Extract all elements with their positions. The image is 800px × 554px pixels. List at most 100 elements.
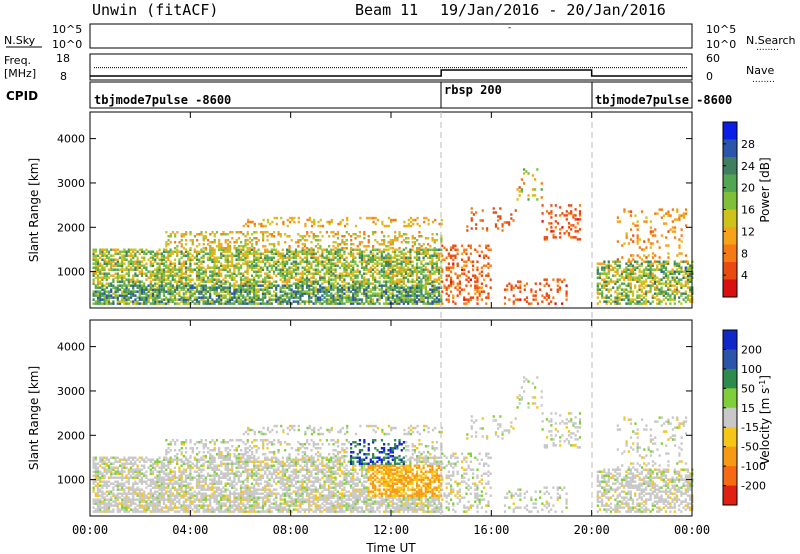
echo-cell — [294, 278, 298, 281]
echo-cell — [132, 494, 135, 497]
echo-cell — [400, 280, 403, 283]
echo-cell — [545, 228, 549, 231]
echo-cell — [352, 296, 355, 299]
echo-cell — [492, 211, 495, 214]
echo-cell — [101, 302, 104, 305]
echo-cell — [345, 266, 348, 269]
echo-cell — [275, 260, 278, 263]
echo-cell — [640, 302, 643, 305]
echo-cell — [299, 260, 302, 263]
echo-cell — [369, 294, 372, 297]
echo-cell — [286, 286, 289, 289]
echo-cell — [371, 286, 375, 289]
echo-cell — [313, 222, 316, 226]
echo-cell — [143, 284, 146, 287]
echo-cell — [138, 264, 141, 267]
freq-point — [214, 67, 215, 69]
echo-cell — [209, 288, 212, 291]
echo-cell — [147, 504, 150, 507]
echo-cell — [642, 270, 646, 273]
echo-cell — [603, 270, 606, 273]
echo-cell — [409, 288, 412, 291]
echo-cell — [376, 268, 379, 271]
echo-cell — [476, 296, 479, 299]
echo-cell — [625, 270, 628, 273]
echo-cell — [420, 282, 423, 285]
echo-cell — [145, 274, 148, 277]
freq-point — [218, 67, 219, 69]
echo-cell — [235, 258, 238, 261]
echo-cell — [330, 292, 333, 295]
echo-cell — [105, 296, 108, 299]
echo-cell — [352, 292, 355, 295]
echo-cell — [632, 222, 635, 225]
echo-cell — [312, 268, 315, 271]
echo-cell — [293, 220, 296, 224]
freq-point — [582, 67, 583, 69]
echo-cell — [418, 252, 421, 256]
echo-cell — [645, 284, 648, 287]
echo-cell — [118, 256, 122, 259]
echo-cell — [426, 280, 430, 283]
echo-cell — [431, 254, 434, 258]
echo-cell — [253, 252, 256, 256]
echo-cell — [407, 272, 410, 275]
echo-cell — [354, 224, 358, 228]
echo-cell — [653, 278, 657, 281]
echo-cell — [132, 278, 135, 281]
echo-cell — [94, 302, 97, 305]
echo-cell — [246, 231, 249, 234]
echo-cell — [162, 248, 166, 252]
echo-cell — [478, 294, 481, 297]
freq-point — [326, 67, 327, 69]
echo-cell — [396, 238, 399, 242]
echo-cell — [281, 280, 284, 283]
freq-point — [104, 67, 105, 69]
echo-cell — [689, 294, 692, 297]
echo-cell — [195, 278, 199, 281]
echo-cell — [494, 223, 498, 226]
echo-cell — [609, 302, 613, 305]
echo-cell — [281, 302, 284, 305]
echo-cell — [239, 266, 243, 269]
echo-cell — [426, 270, 430, 273]
echo-cell — [220, 254, 223, 258]
echo-cell — [325, 258, 328, 261]
echo-cell — [612, 280, 615, 283]
echo-cell — [684, 254, 688, 257]
echo-cell — [233, 272, 236, 275]
echo-cell — [545, 278, 548, 281]
echo-cell — [435, 288, 438, 291]
echo-cell — [387, 264, 390, 267]
echo-cell — [103, 266, 106, 269]
echo-cell — [202, 238, 205, 242]
echo-cell — [341, 300, 344, 303]
echo-cell — [514, 284, 518, 287]
echo-cell — [667, 262, 670, 265]
echo-cell — [435, 264, 438, 267]
echo-cell — [385, 292, 388, 295]
echo-cell — [294, 266, 298, 269]
echo-cell — [136, 284, 139, 287]
echo-cell — [642, 296, 646, 299]
echo-cell — [140, 248, 144, 252]
echo-cell — [325, 280, 328, 283]
freq-point — [250, 67, 251, 69]
echo-cell — [396, 286, 399, 289]
power-ylabel: Slant Range [km] — [27, 158, 41, 262]
echo-cell — [226, 280, 229, 283]
echo-cell — [158, 502, 161, 505]
echo-cell — [409, 294, 412, 297]
echo-cell — [640, 290, 643, 293]
freq-point — [538, 67, 539, 69]
echo-cell — [239, 288, 243, 291]
echo-cell — [220, 298, 223, 301]
echo-cell — [94, 498, 97, 501]
echo-cell — [387, 274, 390, 277]
echo-cell — [154, 252, 157, 256]
echo-cell — [678, 278, 681, 281]
echo-cell — [447, 284, 450, 287]
echo-cell — [638, 300, 641, 303]
echo-cell — [574, 236, 577, 239]
echo-cell — [277, 260, 280, 263]
